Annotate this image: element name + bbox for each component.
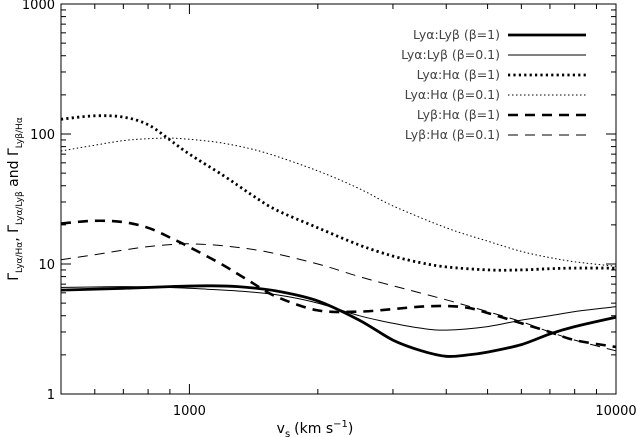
plot-frame [60,3,617,395]
series-group [60,114,617,358]
legend-label: Lyα:Hα (β=0.1) [405,87,500,102]
x-axis-title-unit: (km s [294,421,333,437]
axis-ticks [60,4,616,394]
y-axis-title-sub-3: Lyβ/Hα [15,117,25,148]
y-axis-title: ΓLyα/Hα, ΓLyα/Lyβ and ΓLyβ/Hα [6,117,25,281]
y-axis-title-gamma-1: Γ [6,273,22,281]
series-line-4 [60,137,617,267]
x-axis-title-main: v [277,421,285,437]
y-axis-title-sub-2: Lyα/Lyβ [15,191,25,225]
series-line-1 [60,284,617,358]
legend: Lyα:Lyβ (β=1) Lyα:Lyβ (β=0.1) Lyα:Hα (β=1)… [401,27,586,142]
legend-label: Lyβ:Hα (β=0.1) [405,127,500,142]
legend-label: Lyα:Lyβ (β=0.1) [401,47,500,62]
x-tick-label: 1000 [173,404,206,419]
y-tick-label: 10 [38,258,55,273]
axis-tick-labels: 1000 10000 1 10 100 1000 [22,0,637,419]
x-tick-label: 10000 [595,404,636,419]
y-axis-title-gamma-3: Γ [6,148,22,156]
legend-label: Lyβ:Hα (β=1) [417,107,500,122]
y-axis-title-and: and [6,156,22,191]
series-line-6 [60,243,617,352]
y-axis-title-sub-1: Lyα/Hα [15,242,25,273]
x-axis-title-close: ) [348,421,353,437]
series-line-3 [60,114,617,272]
y-tick-label: 100 [30,128,55,143]
y-tick-label: 1 [47,388,55,403]
y-axis-title-gamma-2: Γ [6,225,22,233]
x-axis-title-sub: s [285,429,290,437]
legend-label: Lyα:Lyβ (β=1) [413,27,500,42]
x-axis-title-exp: −1 [333,419,348,430]
series-line-5 [60,219,617,349]
y-tick-label: 1000 [22,0,55,13]
series-line-2 [60,286,617,331]
y-axis-title-sep-1: , [6,233,22,242]
x-axis-title: vs (km s−1) [277,419,354,437]
legend-label: Lyα:Hα (β=1) [417,67,500,82]
